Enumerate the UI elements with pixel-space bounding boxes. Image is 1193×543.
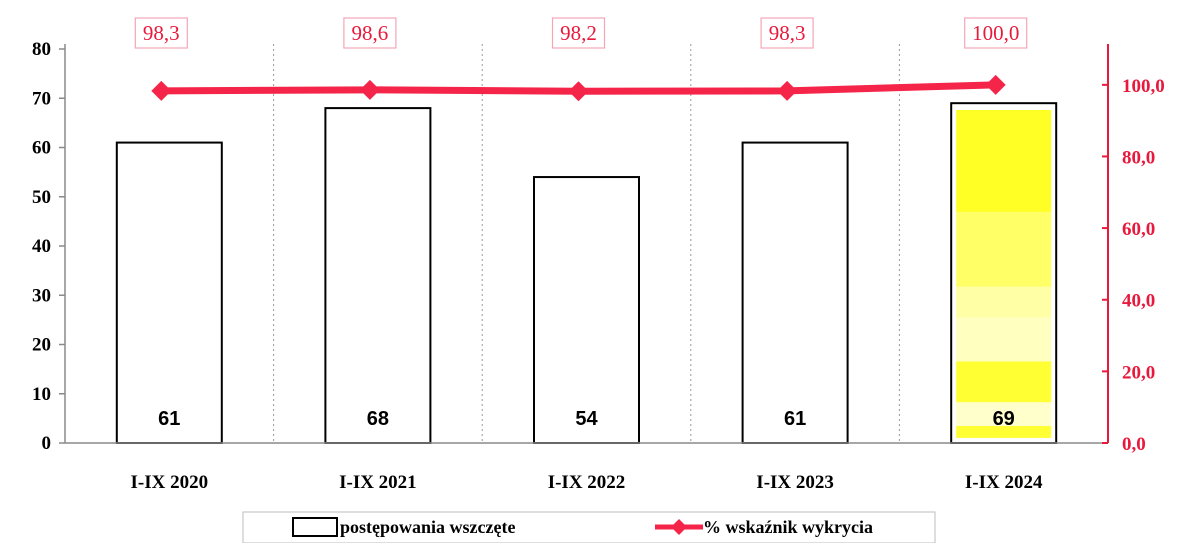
bar-value-label: 54 <box>575 408 598 430</box>
bar <box>741 141 849 444</box>
bars: 61 68 54 61 69 <box>115 102 1058 445</box>
y-tick-label-left: 20 <box>32 335 51 356</box>
y-tick-label-right: 0,0 <box>1122 434 1146 455</box>
y-tick-label-right: 100,0 <box>1122 76 1165 97</box>
y-tick-label-left: 0 <box>42 433 52 454</box>
series-point <box>777 80 798 101</box>
legend-bar-label: postępowania wszczęte <box>340 517 515 537</box>
y-tick-label-left: 10 <box>32 384 51 405</box>
data-label-box <box>343 17 397 49</box>
data-label: 98,6 <box>352 21 389 45</box>
series-point <box>568 81 589 102</box>
data-label: 98,3 <box>143 21 180 45</box>
x-tick-label: I-IX 2022 <box>548 472 626 493</box>
bar <box>115 141 223 444</box>
grid <box>273 44 900 443</box>
category-labels: I-IX 2020 I-IX 2021 I-IX 2022 I-IX 2023 I-IX… <box>131 472 1043 493</box>
data-label: 100,0 <box>972 21 1019 45</box>
bar-value-label: 61 <box>158 408 180 430</box>
data-label: 98,3 <box>769 21 806 45</box>
legend-box <box>242 511 936 543</box>
y-tick-label-left: 50 <box>32 187 51 208</box>
legend-line-label: % wskaźnik wykrycia <box>703 517 873 537</box>
data-label-box <box>760 17 814 49</box>
legend: postępowania wszczęte % wskaźnik wykryci… <box>242 511 936 543</box>
bar-value-label: 69 <box>993 408 1015 430</box>
axes: 0 10 20 30 40 50 60 70 80 0,0 20,0 40,0 60,0 80,0 100,… <box>32 39 1165 455</box>
highlight-mark <box>956 402 1052 427</box>
x-tick-label: I-IX 2020 <box>131 472 209 493</box>
series-point <box>985 74 1006 95</box>
legend-bar-swatch <box>292 517 338 537</box>
series-point <box>359 79 380 100</box>
data-label-box <box>964 17 1028 49</box>
x-tick-label: I-IX 2021 <box>339 472 417 493</box>
x-tick-label: I-IX 2023 <box>756 472 834 493</box>
y-tick-label-left: 30 <box>32 285 51 306</box>
y-tick-label-left: 80 <box>32 39 51 60</box>
y-tick-label-left: 60 <box>32 138 51 159</box>
highlight-mark <box>956 211 1052 287</box>
highlight-mark <box>956 426 1052 438</box>
series-point <box>151 80 172 101</box>
bar <box>533 176 640 445</box>
x-tick-label: I-IX 2024 <box>965 472 1043 493</box>
data-label-box <box>134 17 188 49</box>
data-label-box <box>551 17 606 49</box>
y-tick-label-right: 40,0 <box>1122 291 1155 312</box>
highlight-mark <box>956 286 1052 318</box>
y-tick-label-right: 80,0 <box>1122 147 1155 168</box>
highlight-mark <box>956 109 1052 212</box>
highlight-mark <box>956 317 1052 362</box>
line-series: 98,3 98,6 98,2 98,3 100,0 <box>134 17 1028 102</box>
bar-value-label: 68 <box>367 408 389 430</box>
data-label: 98,2 <box>560 21 597 45</box>
y-tick-label-left: 40 <box>32 236 51 257</box>
bar-value-label: 61 <box>784 408 806 430</box>
y-tick-label-left: 70 <box>32 88 51 109</box>
y-tick-label-right: 20,0 <box>1122 362 1155 383</box>
bar <box>324 107 432 444</box>
y-tick-label-right: 60,0 <box>1122 219 1155 240</box>
highlight-mark <box>956 361 1052 403</box>
legend-line-marker <box>671 519 687 535</box>
